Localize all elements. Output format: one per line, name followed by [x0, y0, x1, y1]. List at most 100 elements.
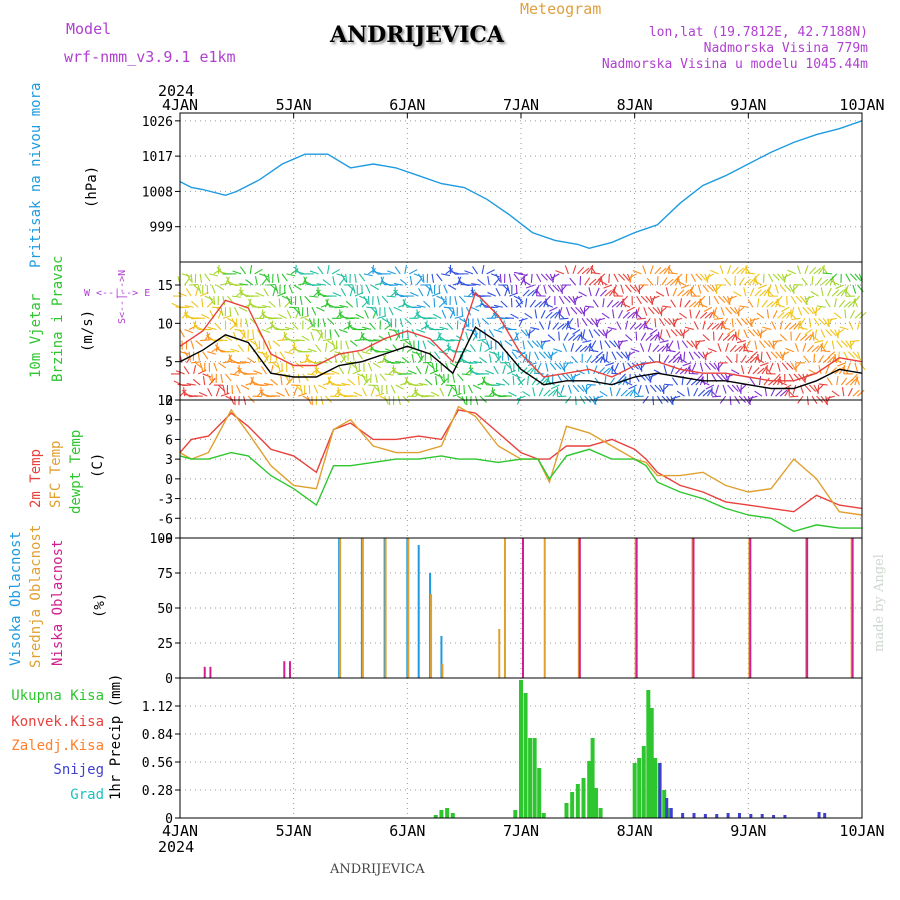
wind-barb [353, 391, 363, 397]
wind-barb [552, 388, 559, 397]
wind-barb [420, 351, 423, 361]
wind-barb [658, 318, 665, 327]
wind-barb [715, 384, 720, 394]
wind-barb [386, 295, 396, 298]
wind-barb [848, 321, 854, 330]
wind-barb [611, 351, 617, 360]
wind-barb [814, 329, 818, 339]
wind-barb [775, 351, 782, 359]
wind-barb [271, 325, 281, 330]
wind-barb [606, 299, 614, 308]
wind-barb [626, 306, 635, 312]
wind-barb [693, 387, 699, 397]
wind-barb [794, 362, 801, 371]
wind-barb [704, 351, 708, 361]
wind-barb [772, 340, 779, 349]
wind-barb [689, 288, 697, 297]
wind-barb [577, 266, 585, 275]
wind-barb [590, 318, 598, 326]
wind-barb [579, 345, 588, 353]
wind-barb [291, 322, 299, 330]
wind-barb [171, 302, 181, 308]
wind-barb [707, 284, 715, 292]
wind-barb [218, 362, 227, 369]
wind-barb [793, 373, 801, 381]
wind-barb [206, 300, 214, 308]
wind-barb [416, 309, 419, 319]
wind-barb [676, 390, 685, 397]
wind-barb [443, 306, 453, 309]
wind-barb [729, 396, 732, 406]
wind-barb [756, 312, 765, 319]
wind-barb [781, 306, 790, 313]
wind-barb [206, 331, 210, 341]
wind-barb [608, 377, 616, 386]
wind-barb [493, 351, 499, 360]
wind-barb [184, 393, 194, 397]
wind-barb [549, 311, 558, 319]
wind-barb [393, 329, 400, 337]
wind-barb [649, 329, 658, 335]
wind-barb [749, 318, 753, 328]
wind-barb [465, 306, 472, 316]
wind-barb [722, 295, 730, 304]
wind-barb [743, 287, 747, 297]
wind-barb [763, 340, 771, 348]
wind-barb [740, 365, 745, 375]
wind-barb [690, 378, 699, 386]
wind-barb [450, 271, 460, 275]
wind-barb [754, 390, 763, 397]
panel-frame [179, 537, 863, 679]
wind-barb [322, 279, 331, 286]
wind-barb [358, 332, 365, 341]
wind-barb [566, 373, 573, 382]
wind-barb [230, 283, 240, 286]
wind-barb [741, 383, 751, 386]
wind-barb [811, 306, 817, 316]
wind-barb [402, 298, 406, 308]
wind-barb [777, 376, 782, 386]
wind-barb [520, 273, 528, 281]
wind-barb [553, 348, 563, 353]
wind-barb [454, 360, 464, 364]
x-tick-label-bottom: 4JAN [162, 822, 198, 840]
wind-barb [654, 266, 662, 275]
x-tick-label-top: 10JAN [839, 96, 884, 114]
grid-layer [180, 113, 862, 819]
wind-barb [438, 373, 444, 383]
wind-barb [642, 265, 647, 275]
wind-barb [677, 340, 680, 350]
wind-barb [263, 382, 274, 386]
wind-barb [731, 369, 740, 375]
wind-barb [747, 278, 756, 286]
wind-barb [463, 295, 473, 298]
wind-barb [634, 373, 640, 382]
wind-barb [499, 340, 504, 350]
wind-barb [463, 385, 466, 395]
wind-barb [752, 329, 760, 337]
wind-barb [798, 326, 808, 330]
wind-barb [812, 331, 815, 341]
wind-barb [713, 362, 720, 371]
wind-barb [374, 307, 378, 317]
wind-barb [568, 334, 576, 341]
wind-barb [662, 305, 672, 308]
wind-barb [512, 376, 515, 386]
wind-barb [825, 365, 830, 375]
wind-barb [547, 320, 551, 330]
wind-barb [420, 324, 430, 330]
wind-barb [413, 390, 422, 397]
wind-barb [377, 360, 387, 364]
wind-barb [236, 362, 246, 364]
y-tick-label: 0 [165, 473, 173, 488]
wind-barb [720, 373, 728, 382]
wind-barb [334, 389, 342, 397]
wind-barb [554, 310, 561, 319]
wind-barb [552, 273, 556, 283]
wind-barb [290, 362, 295, 372]
wind-barb [727, 384, 734, 393]
wind-barb [524, 312, 533, 319]
wind-barb [549, 306, 558, 312]
wind-barb [354, 339, 364, 342]
wind-barb [572, 384, 580, 393]
